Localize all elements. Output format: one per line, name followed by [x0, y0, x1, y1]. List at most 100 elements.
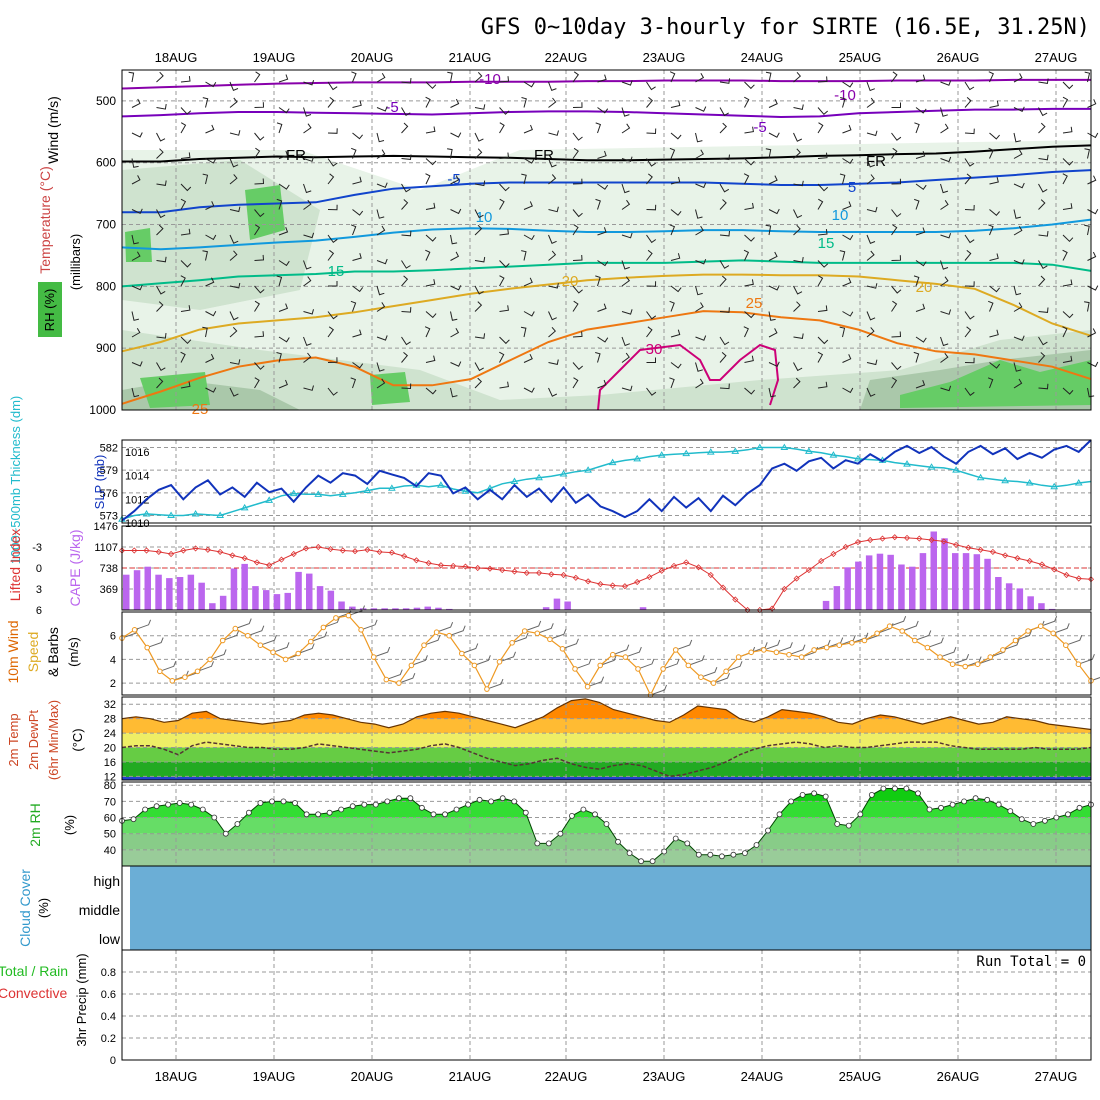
rh-point [949, 801, 956, 808]
wind10-point [962, 663, 969, 670]
wind10-point [295, 650, 302, 657]
wind-barb [401, 154, 412, 160]
wind-barb [205, 234, 217, 241]
wind10-barb [348, 605, 365, 617]
wind-barb [621, 260, 630, 270]
wind-barb [695, 285, 703, 296]
wind-barb [156, 333, 167, 339]
wind-barb [499, 198, 505, 210]
wind10-point [1037, 623, 1044, 630]
temp-contour-p25 [121, 310, 1092, 405]
wind-barb [376, 149, 386, 159]
wind-barb [327, 204, 338, 211]
slp-label: SLP (mb) [92, 455, 107, 510]
rh-point [984, 796, 991, 803]
wind10-barb [524, 620, 542, 632]
rh-point [695, 851, 702, 858]
wind-barb [695, 209, 703, 219]
wind10-barb [725, 661, 743, 672]
wind-barb [768, 251, 778, 261]
wind-barb [327, 311, 338, 320]
rh-point [730, 851, 737, 858]
wind-barb [376, 106, 388, 112]
wind-barb [891, 285, 902, 294]
wind-barb [474, 104, 486, 110]
wind-barb [352, 329, 362, 338]
wind-barb [940, 309, 952, 315]
wind-barb [278, 150, 289, 159]
cape-bar [219, 595, 227, 610]
wind-barb [793, 209, 803, 219]
rh-point [845, 822, 852, 829]
wind-barb [156, 180, 167, 186]
wind-barb [1038, 383, 1049, 390]
wind-barb [839, 173, 846, 185]
lifted-point [732, 596, 739, 603]
wind-barb [1038, 122, 1046, 134]
cloud-level-middle: middle [79, 902, 120, 918]
wind-barb [670, 100, 681, 108]
wind-barb [768, 361, 780, 367]
wind-barb [327, 357, 338, 363]
wind-barb [523, 387, 535, 393]
wind-barb [866, 311, 876, 321]
wind-barb [743, 173, 750, 185]
wind-barb [1087, 251, 1097, 261]
wind10-point [194, 668, 201, 675]
wind10-barb [298, 643, 315, 654]
thickness-point [510, 477, 519, 484]
wind-barb [842, 201, 852, 210]
wind10-barb [147, 637, 164, 649]
wind-barb [131, 208, 143, 214]
wind10-point [383, 676, 390, 683]
wind-barb [303, 199, 312, 210]
wind-barb [352, 209, 364, 216]
rh-point [280, 798, 287, 805]
rh-point [938, 804, 944, 811]
wind-barb [595, 198, 601, 210]
wind-barb [521, 173, 527, 185]
wind10-point [345, 612, 352, 619]
wind-barb [915, 74, 926, 83]
date-label-bottom: 27AUG [1035, 1069, 1078, 1084]
rh-point [245, 809, 252, 816]
rh-shade-high [125, 228, 152, 262]
rh-point [834, 821, 841, 827]
cape-bar [435, 607, 442, 610]
temp-floor-line [122, 777, 1091, 780]
wind-barb [1084, 148, 1090, 159]
lifted-point [805, 567, 812, 574]
wind-barb [499, 76, 510, 83]
wind10-barb [360, 619, 378, 631]
wind-barb [254, 377, 260, 389]
cape-bar [865, 555, 873, 610]
contour-label: FR [866, 153, 886, 170]
wind10-point [358, 627, 364, 633]
wind-barb [765, 71, 772, 83]
lifted-point [953, 541, 960, 548]
wind-barb [278, 183, 290, 190]
date-label-bottom: 18AUG [155, 1069, 198, 1084]
wind-barb [205, 124, 215, 134]
lifted-point [290, 550, 297, 558]
wind-barb [842, 354, 852, 363]
pressure-tick-label: 800 [96, 279, 116, 293]
wind-barb [450, 234, 458, 245]
wind-barb [254, 71, 261, 83]
thickness-point [608, 458, 617, 466]
thickness-point [952, 466, 960, 473]
wind-barb [940, 260, 949, 270]
panel-frame [121, 611, 1092, 696]
wind-barb [793, 257, 804, 263]
rh-point [822, 793, 829, 800]
lifted-point [192, 545, 199, 552]
wind-barb [1087, 328, 1097, 338]
wind-barb [695, 362, 703, 372]
rh-point [1030, 821, 1037, 827]
wind-barb [817, 107, 829, 116]
lifted-point [585, 578, 592, 585]
precip-tick-label: 0.2 [101, 1033, 116, 1045]
rh-tick-label: 60 [104, 813, 116, 825]
pressure-tick-label: 900 [96, 341, 116, 355]
wind-barb [499, 122, 505, 134]
